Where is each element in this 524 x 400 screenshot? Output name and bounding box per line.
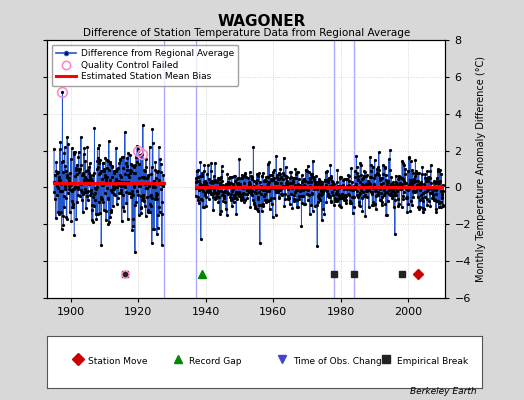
Legend: Difference from Regional Average, Quality Control Failed, Estimated Station Mean: Difference from Regional Average, Qualit… (52, 44, 238, 86)
Text: Station Move: Station Move (89, 358, 148, 366)
Y-axis label: Monthly Temperature Anomaly Difference (°C): Monthly Temperature Anomaly Difference (… (476, 56, 486, 282)
Text: Empirical Break: Empirical Break (397, 358, 468, 366)
Text: Time of Obs. Change: Time of Obs. Change (293, 358, 387, 366)
Text: Berkeley Earth: Berkeley Earth (410, 387, 477, 396)
Text: Record Gap: Record Gap (189, 358, 241, 366)
Title: Difference of Station Temperature Data from Regional Average: Difference of Station Temperature Data f… (83, 28, 410, 38)
Text: WAGONER: WAGONER (218, 14, 306, 29)
